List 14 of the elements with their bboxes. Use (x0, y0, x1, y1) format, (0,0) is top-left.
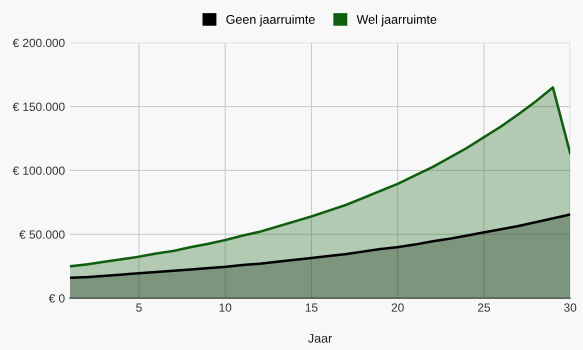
x-tick-label: 10 (220, 303, 232, 312)
y-tick-label: € 100.000 (12, 166, 65, 175)
legend-label: Geen jaarruimte (226, 14, 315, 26)
y-tick-label: € 150.000 (12, 102, 65, 111)
x-tick-label: 20 (392, 303, 404, 312)
x-tick-label: 5 (136, 303, 142, 312)
y-tick-label: € 0 (48, 294, 65, 303)
x-tick-label: 15 (306, 303, 318, 312)
x-tick-label: 30 (564, 303, 576, 312)
y-tick-label: € 200.000 (12, 38, 65, 48)
x-tick-label: 25 (478, 303, 490, 312)
x-axis-title: Jaar (308, 334, 332, 343)
legend-label: Wel jaarruimte (356, 14, 436, 26)
y-tick-label: € 50.000 (19, 230, 65, 239)
